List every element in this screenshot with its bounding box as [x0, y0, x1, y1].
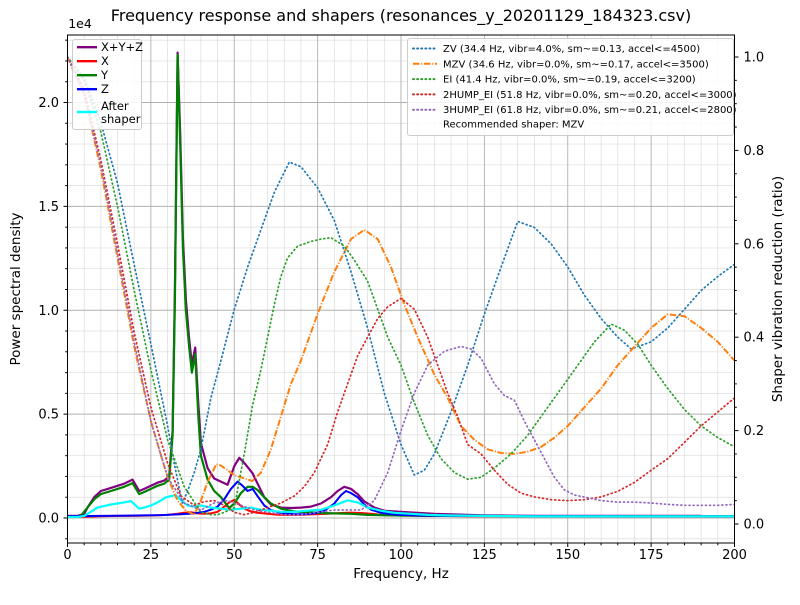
chart-title: Frequency response and shapers (resonanc… [111, 6, 691, 26]
y-left-tick-label: 1.5 [38, 200, 59, 215]
curve-y [67, 53, 735, 519]
x-tick-label: 175 [639, 548, 664, 563]
y-left-tick-label: 2.0 [38, 96, 59, 111]
legend-box [407, 38, 734, 136]
x-tick-label: 50 [226, 548, 243, 563]
x-tick-label: 200 [722, 548, 747, 563]
x-axis-label: Frequency, Hz [353, 566, 449, 582]
curve-after-shaper [67, 494, 735, 519]
legend-recommended-shaper: Recommended shaper: MZV [443, 120, 584, 131]
axis-ticks: 0 25 50 75 100 125 150 175 200 0.0 0.5 1.0 1.5 2.0 0.0… [38, 39, 765, 563]
y-left-tick-label: 1.0 [38, 304, 59, 319]
y-left-tick-label: 0.0 [38, 512, 59, 527]
curve-ei [67, 56, 735, 516]
x-tick-label: 100 [389, 548, 414, 563]
legend-label-after-shaper: shaper [101, 112, 141, 126]
legend-label-zv: ZV (34.4 Hz, vibr=4.0%, sm~=0.13, accel<… [443, 44, 700, 55]
y-right-axis-label: Shaper vibration reduction (ratio) [770, 176, 786, 402]
y-axis-offset-text: 1e4 [68, 16, 92, 31]
legend-label-x: X [101, 54, 109, 68]
curve-2hump_ei [67, 56, 735, 516]
y-right-tick-label: 0.0 [744, 518, 765, 533]
y-right-tick-label: 0.4 [744, 331, 765, 346]
y-right-tick-label: 0.2 [744, 424, 765, 439]
legend-label-z: Z [101, 82, 109, 96]
legend-label-3hump_ei: 3HUMP_EI (61.8 Hz, vibr=0.0%, sm~=0.21, … [443, 105, 737, 116]
legend-label-after-shaper: After [101, 99, 129, 113]
legend-label-mzv: MZV (34.6 Hz, vibr=0.0%, sm~=0.17, accel… [443, 59, 709, 70]
legend-label-xyz: X+Y+Z [101, 40, 143, 54]
legend-label-ei: EI (41.4 Hz, vibr=0.0%, sm~=0.19, accel<… [443, 75, 696, 86]
y-left-axis-label: Power spectral density [8, 212, 24, 365]
x-tick-label: 0 [63, 548, 71, 563]
legend-label-2hump_ei: 2HUMP_EI (51.8 Hz, vibr=0.0%, sm~=0.20, … [443, 90, 737, 101]
curve-xyz [67, 51, 702, 518]
y-right-tick-label: 1.0 [744, 51, 765, 66]
x-tick-label: 25 [143, 548, 160, 563]
x-tick-label: 125 [472, 548, 497, 563]
plot-curves [67, 51, 735, 519]
curve-3hump_ei [67, 56, 735, 516]
legend-label-y: Y [100, 68, 109, 82]
y-right-tick-label: 0.8 [744, 144, 765, 159]
y-left-tick-label: 0.5 [38, 408, 59, 423]
x-tick-label: 75 [309, 548, 326, 563]
curve-zv [67, 56, 735, 504]
x-tick-label: 150 [555, 548, 580, 563]
y-right-tick-label: 0.6 [744, 237, 765, 252]
curve-mzv [67, 56, 735, 516]
